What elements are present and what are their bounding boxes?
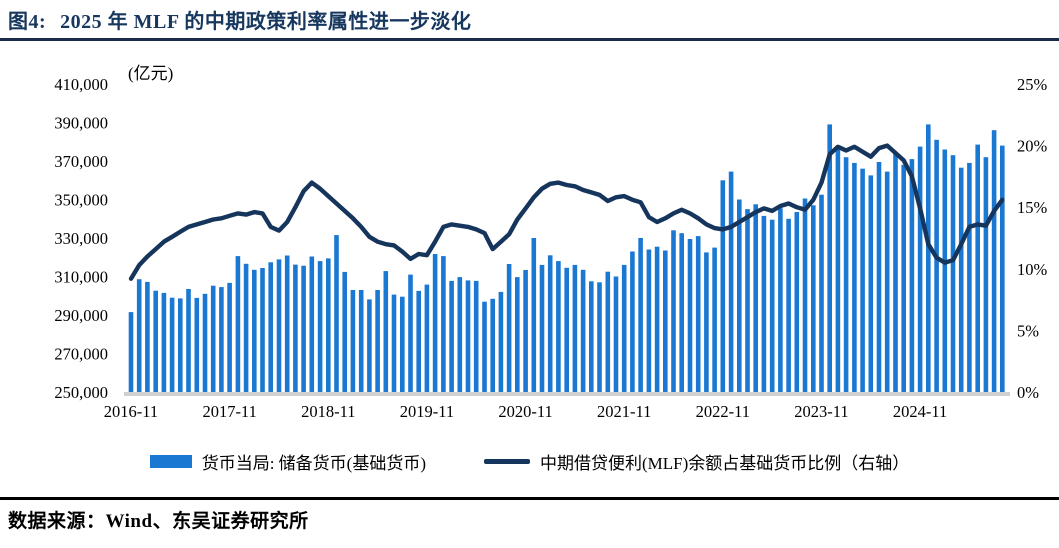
line-swatch-icon	[484, 459, 530, 464]
svg-text:2017-11: 2017-11	[202, 402, 256, 421]
svg-text:270,000: 270,000	[54, 345, 108, 364]
svg-text:25%: 25%	[1017, 75, 1048, 94]
svg-text:310,000: 310,000	[54, 268, 108, 287]
legend: 货币当局: 储备货币(基础货币) 中期借贷便利(MLF)余额占基础货币比例（右轴…	[0, 449, 1059, 474]
figure-title-text: 2025 年 MLF 的中期政策利率属性进一步淡化	[60, 11, 472, 33]
right-axis-labels: 0% 5% 10% 15% 20% 25%	[1017, 75, 1048, 402]
svg-text:2020-11: 2020-11	[498, 402, 552, 421]
left-axis-labels: 250,000 270,000 290,000 310,000 330,000 350,0…	[54, 75, 108, 402]
line-series	[128, 143, 1005, 281]
legend-bars-label: 货币当局: 储备货币(基础货币)	[201, 454, 426, 473]
legend-item-line: 中期借贷便利(MLF)余额占基础货币比例（右轴）	[484, 449, 909, 474]
svg-text:370,000: 370,000	[54, 152, 108, 171]
bar-swatch-icon	[149, 455, 192, 468]
legend-item-bars: 货币当局: 储备货币(基础货币)	[149, 449, 426, 474]
svg-text:2019-11: 2019-11	[400, 402, 454, 421]
bars-series	[128, 124, 1005, 393]
svg-text:15%: 15%	[1017, 198, 1048, 217]
svg-text:290,000: 290,000	[54, 306, 108, 325]
svg-text:(亿元): (亿元)	[128, 64, 173, 83]
figure-title: 图4: 2025 年 MLF 的中期政策利率属性进一步淡化	[8, 5, 1053, 34]
combo-chart: 250,000 270,000 290,000 310,000 330,000 350,0…	[54, 64, 1048, 421]
svg-text:250,000: 250,000	[54, 383, 108, 402]
legend-line-label: 中期借贷便利(MLF)余额占基础货币比例（右轴）	[540, 454, 910, 473]
svg-text:2024-11: 2024-11	[893, 402, 947, 421]
svg-text:390,000: 390,000	[54, 114, 108, 133]
title-divider	[0, 38, 1059, 41]
figure-label: 图4:	[8, 11, 47, 33]
data-source: 数据来源：Wind、东吴证券研究所	[8, 511, 309, 532]
svg-text:2023-11: 2023-11	[794, 402, 848, 421]
axis-unit-label: (亿元)	[128, 64, 173, 83]
svg-text:330,000: 330,000	[54, 229, 108, 248]
svg-text:2016-11: 2016-11	[104, 402, 158, 421]
svg-text:20%: 20%	[1017, 137, 1048, 156]
svg-text:2018-11: 2018-11	[301, 402, 355, 421]
svg-text:5%: 5%	[1017, 321, 1039, 340]
svg-text:10%: 10%	[1017, 260, 1048, 279]
svg-text:2022-11: 2022-11	[696, 402, 750, 421]
svg-text:410,000: 410,000	[54, 75, 108, 94]
svg-text:350,000: 350,000	[54, 191, 108, 210]
x-axis-labels: 2016-11 2017-11 2018-11 2019-11 2020-11 2021-…	[104, 402, 948, 421]
x-axis-baseline	[124, 392, 1010, 396]
svg-text:0%: 0%	[1017, 383, 1039, 402]
svg-text:2021-11: 2021-11	[597, 402, 651, 421]
footer-divider	[0, 497, 1059, 500]
